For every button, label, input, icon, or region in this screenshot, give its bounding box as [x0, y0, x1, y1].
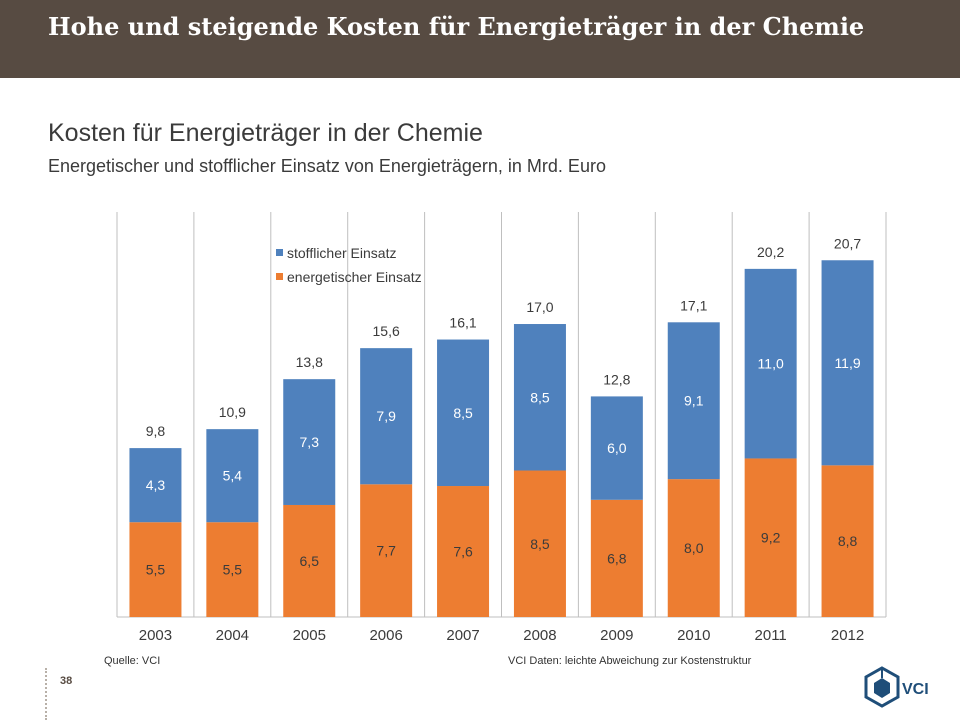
- bar-stofflich-2003: [129, 448, 182, 523]
- data-label-total: 16,1: [449, 315, 476, 331]
- data-label-stofflich: 8,5: [530, 389, 550, 405]
- chart-subtitle: Energetischer und stofflicher Einsatz vo…: [48, 156, 606, 176]
- data-label-stofflich: 5,4: [223, 468, 243, 484]
- x-tick-label: 2003: [139, 627, 172, 644]
- data-label-total: 12,8: [603, 371, 630, 387]
- bar-energetisch-2006: [360, 484, 413, 617]
- bar-energetisch-2004: [206, 522, 259, 617]
- data-label-total: 20,7: [834, 235, 861, 251]
- legend-label: stofflicher Einsatz: [287, 245, 396, 261]
- data-label-total: 9,8: [146, 423, 166, 439]
- header-bar: Hohe und steigende Kosten für Energieträ…: [0, 0, 960, 78]
- data-label-stofflich: 9,1: [684, 393, 704, 409]
- bar-stofflich-2006: [360, 348, 413, 485]
- x-tick-label: 2010: [677, 627, 710, 644]
- data-label-stofflich: 8,5: [453, 405, 473, 421]
- data-label-stofflich: 11,9: [834, 355, 860, 371]
- bar-stofflich-2012: [821, 260, 874, 466]
- chart-title: Kosten für Energieträger in der Chemie: [48, 119, 483, 147]
- x-tick-label: 2005: [293, 627, 326, 644]
- bar-stofflich-2010: [667, 322, 720, 480]
- bar-energetisch-2007: [437, 486, 490, 617]
- x-tick-label: 2009: [600, 627, 633, 644]
- margin-decoration: [45, 668, 55, 720]
- data-label-stofflich: 7,9: [376, 408, 396, 424]
- vci-logo: VCI: [862, 664, 932, 712]
- data-label-energetisch: 7,6: [453, 544, 473, 560]
- bar-energetisch-2012: [821, 465, 874, 617]
- data-label-energetisch: 6,5: [300, 553, 320, 569]
- data-label-stofflich: 4,3: [146, 477, 166, 493]
- data-label-total: 20,2: [757, 244, 784, 260]
- data-label-total: 15,6: [373, 323, 400, 339]
- bar-stofflich-2008: [513, 324, 566, 471]
- data-label-stofflich: 6,0: [607, 440, 627, 456]
- bar-stofflich-2004: [206, 429, 259, 523]
- x-tick-label: 2012: [831, 627, 864, 644]
- page-number: 38: [60, 675, 73, 687]
- bar-energetisch-2010: [667, 479, 720, 617]
- x-tick-label: 2008: [523, 627, 556, 644]
- bar-energetisch-2008: [513, 470, 566, 617]
- x-tick-label: 2007: [446, 627, 479, 644]
- data-label-energetisch: 8,8: [838, 533, 858, 549]
- bar-stofflich-2005: [283, 379, 336, 505]
- bar-energetisch-2009: [590, 499, 643, 617]
- source-note: Quelle: VCI: [104, 655, 161, 667]
- data-label-total: 10,9: [219, 404, 246, 420]
- data-note: VCI Daten: leichte Abweichung zur Kosten…: [508, 655, 752, 667]
- slide-title: Hohe und steigende Kosten für Energieträ…: [48, 12, 865, 41]
- bar-stofflich-2009: [590, 396, 643, 500]
- x-tick-label: 2004: [216, 627, 249, 644]
- bar-stofflich-2011: [744, 268, 797, 459]
- bar-energetisch-2011: [744, 458, 797, 617]
- data-label-total: 17,0: [526, 299, 553, 315]
- x-tick-label: 2006: [369, 627, 402, 644]
- data-label-stofflich: 7,3: [300, 434, 320, 450]
- data-label-energetisch: 8,5: [530, 536, 550, 552]
- data-label-energetisch: 5,5: [146, 562, 166, 578]
- data-label-energetisch: 9,2: [761, 530, 781, 546]
- data-label-energetisch: 7,7: [376, 543, 396, 559]
- legend-swatch: [276, 273, 283, 280]
- data-label-energetisch: 5,5: [223, 562, 243, 578]
- legend-swatch: [276, 249, 283, 256]
- legend-label: energetischer Einsatz: [287, 269, 422, 285]
- x-tick-label: 2011: [755, 627, 787, 644]
- data-label-energetisch: 8,0: [684, 540, 704, 556]
- logo-text: VCI: [902, 681, 929, 698]
- bar-stofflich-2007: [437, 339, 490, 487]
- data-label-total: 13,8: [296, 354, 323, 370]
- data-label-stofflich: 11,0: [758, 356, 784, 372]
- data-label-total: 17,1: [680, 297, 707, 313]
- data-label-energetisch: 6,8: [607, 550, 627, 566]
- bar-energetisch-2005: [283, 504, 336, 617]
- bar-energetisch-2003: [129, 522, 182, 617]
